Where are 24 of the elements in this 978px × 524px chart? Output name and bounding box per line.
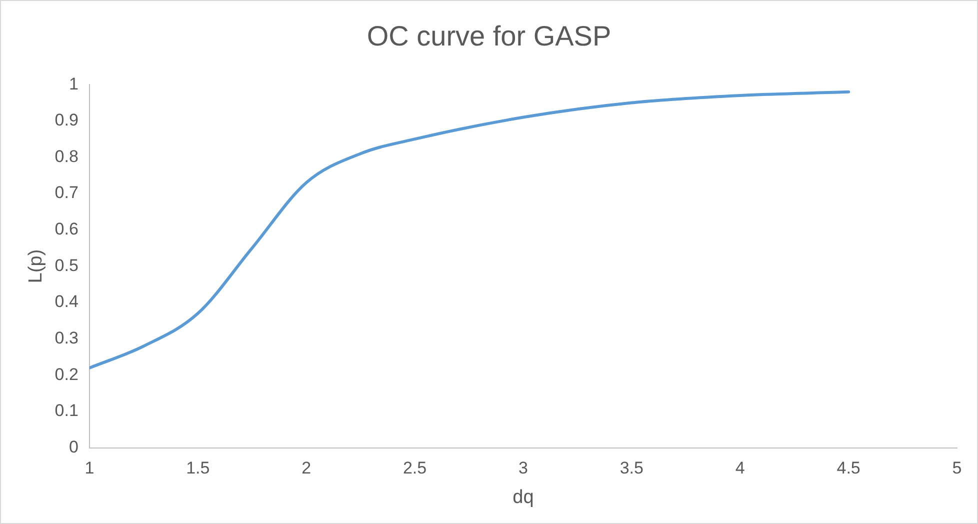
- y-tick-label: 0.8: [54, 146, 78, 166]
- x-tick-label: 2.5: [402, 458, 427, 478]
- x-tick-label: 2: [302, 458, 312, 478]
- y-tick-label: 0.3: [54, 328, 78, 348]
- x-tick-label: 3.5: [620, 458, 644, 478]
- line-series: [89, 90, 850, 370]
- x-tick-label: 1: [84, 458, 94, 478]
- y-tick-label: 0.7: [54, 183, 78, 202]
- y-tick-label: 0.2: [54, 364, 78, 384]
- y-tick-label: 0.9: [54, 110, 78, 130]
- x-tick-label: 5: [952, 458, 962, 478]
- y-tick-label: 0: [68, 437, 78, 456]
- y-tick-label: 1: [68, 74, 78, 94]
- x-tick-label: 4.5: [836, 458, 860, 478]
- x-tick-label: 4: [735, 458, 745, 478]
- y-tick-label: 0.6: [54, 220, 78, 239]
- x-tick-label: 1.5: [186, 458, 210, 478]
- y-tick-label: 0.4: [54, 292, 78, 312]
- y-tick-label: 0.1: [54, 401, 78, 420]
- chart-title: OC curve for GASP: [366, 20, 612, 52]
- x-tick-label: 3: [518, 458, 528, 478]
- x-axis-title: dq: [512, 486, 534, 508]
- y-axis-title: L(p): [26, 249, 47, 284]
- y-tick-label: 0.5: [54, 256, 78, 275]
